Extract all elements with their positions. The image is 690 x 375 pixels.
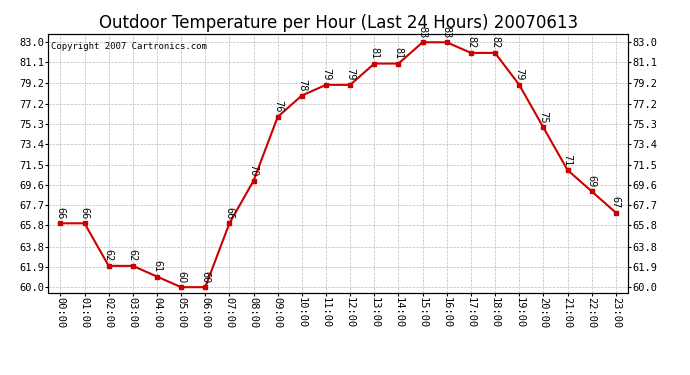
Text: 61: 61 xyxy=(152,260,162,272)
Text: 81: 81 xyxy=(393,47,404,59)
Text: 75: 75 xyxy=(538,111,549,123)
Text: 70: 70 xyxy=(248,164,259,177)
Text: 83: 83 xyxy=(417,26,428,38)
Text: 83: 83 xyxy=(442,26,452,38)
Text: 76: 76 xyxy=(273,100,283,112)
Text: Copyright 2007 Cartronics.com: Copyright 2007 Cartronics.com xyxy=(51,42,207,51)
Text: 78: 78 xyxy=(297,79,307,92)
Text: 66: 66 xyxy=(79,207,90,219)
Text: 79: 79 xyxy=(345,68,355,81)
Text: 66: 66 xyxy=(224,207,235,219)
Text: 66: 66 xyxy=(55,207,66,219)
Text: 67: 67 xyxy=(611,196,621,208)
Text: 82: 82 xyxy=(466,36,476,49)
Text: 79: 79 xyxy=(514,68,524,81)
Text: 79: 79 xyxy=(321,68,331,81)
Text: 82: 82 xyxy=(490,36,500,49)
Text: 62: 62 xyxy=(128,249,138,262)
Text: 62: 62 xyxy=(104,249,114,262)
Text: 69: 69 xyxy=(586,175,597,187)
Text: 71: 71 xyxy=(562,153,573,166)
Text: 60: 60 xyxy=(176,271,186,283)
Title: Outdoor Temperature per Hour (Last 24 Hours) 20070613: Outdoor Temperature per Hour (Last 24 Ho… xyxy=(99,14,578,32)
Text: 81: 81 xyxy=(369,47,380,59)
Text: 60: 60 xyxy=(200,271,210,283)
